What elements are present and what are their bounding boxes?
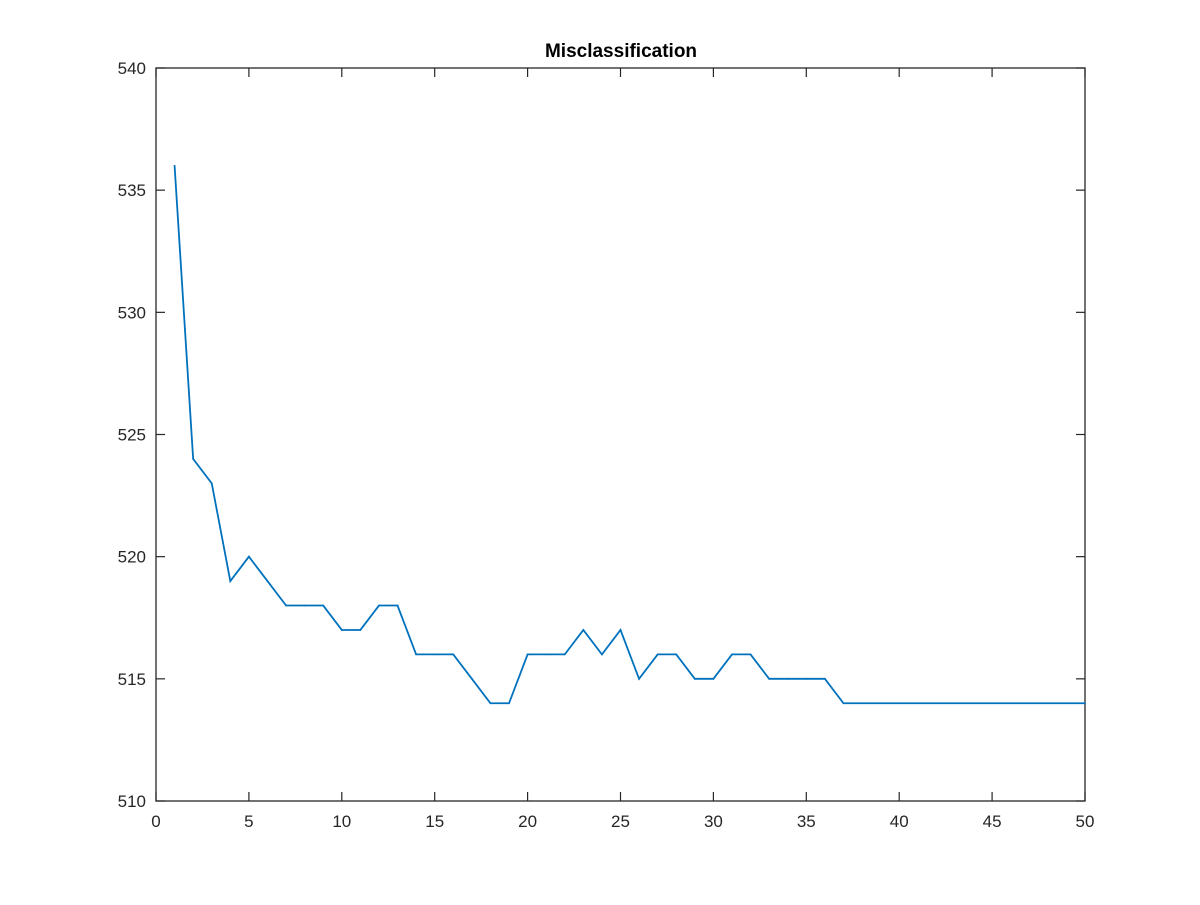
data-point	[916, 702, 919, 705]
x-tick-label: 25	[611, 812, 630, 831]
data-point	[731, 653, 733, 656]
data-point	[192, 458, 195, 460]
data-point	[768, 677, 771, 680]
data-point	[508, 702, 510, 705]
data-point	[545, 653, 548, 656]
x-tick-label: 40	[890, 812, 909, 831]
series-layer	[173, 164, 1086, 705]
data-point	[712, 677, 715, 680]
data-point	[991, 702, 993, 705]
plot-area-frame	[155, 67, 1086, 802]
data-point	[879, 702, 882, 705]
y-tick-label: 510	[118, 792, 146, 811]
x-tick-label: 15	[425, 812, 444, 831]
axes-layer	[155, 67, 1086, 802]
data-point	[656, 653, 659, 656]
data-point	[805, 677, 808, 680]
data-point	[1084, 702, 1086, 705]
data-point	[229, 580, 232, 582]
data-point	[322, 604, 325, 607]
data-point	[433, 653, 436, 656]
data-point	[1028, 702, 1031, 705]
y-tick-label: 525	[118, 426, 146, 445]
x-tick-label: 5	[244, 812, 253, 831]
y-tick-label: 540	[118, 59, 146, 78]
data-point	[415, 653, 418, 656]
data-point	[359, 629, 362, 631]
data-point	[563, 653, 566, 656]
data-point	[470, 677, 473, 680]
y-tick-label: 530	[118, 303, 146, 322]
y-tick-label: 515	[118, 670, 146, 689]
x-tick-label: 50	[1076, 812, 1095, 831]
data-point	[972, 702, 975, 705]
x-tick-label: 0	[151, 812, 160, 831]
ticks-layer: 0 5 10 15 20 25 30 35 40 45 5051051552052553053554…	[118, 59, 1095, 831]
x-tick-label: 35	[797, 812, 816, 831]
data-point	[1065, 702, 1068, 705]
y-tick-label: 520	[118, 548, 146, 567]
data-point	[396, 604, 399, 607]
x-tick-label: 20	[518, 812, 537, 831]
data-point	[489, 702, 492, 705]
x-tick-label: 45	[983, 812, 1002, 831]
data-point	[786, 677, 789, 680]
data-point	[693, 677, 696, 680]
series-line	[173, 165, 1085, 705]
chart-title: Misclassification	[545, 41, 697, 62]
data-point	[582, 629, 585, 631]
data-point	[861, 702, 863, 705]
data-point	[619, 629, 622, 631]
data-point	[675, 653, 678, 656]
data-point	[266, 580, 269, 582]
data-point	[842, 702, 845, 705]
data-point	[601, 653, 603, 656]
x-tick-label: 10	[332, 812, 351, 831]
data-point	[285, 604, 287, 607]
data-point	[935, 702, 938, 705]
y-tick-label: 535	[118, 181, 146, 200]
data-point	[954, 702, 956, 705]
data-point	[638, 677, 640, 680]
data-point	[1046, 702, 1049, 705]
x-tick-label: 30	[704, 812, 723, 831]
data-point	[378, 604, 380, 607]
data-point	[452, 653, 455, 656]
data-point	[898, 702, 901, 705]
data-point	[173, 164, 176, 167]
data-point	[749, 653, 752, 656]
data-point	[823, 677, 826, 680]
data-point	[1009, 702, 1012, 705]
data-point	[340, 629, 343, 631]
data-point	[248, 555, 250, 558]
data-point	[210, 482, 213, 485]
data-point	[526, 653, 529, 656]
data-point	[303, 604, 306, 607]
